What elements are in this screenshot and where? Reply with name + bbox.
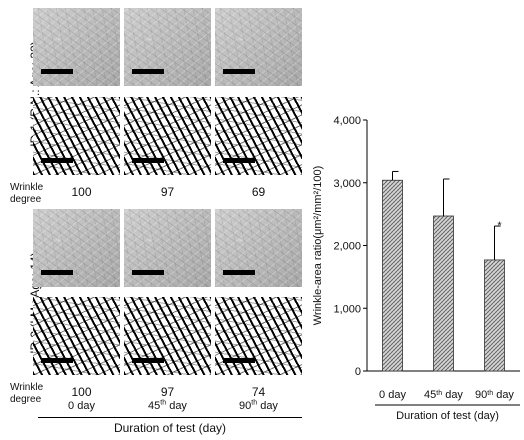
duration-title: Duration of test (day) bbox=[113, 421, 227, 435]
y-tick-label: 1,000 bbox=[333, 303, 361, 315]
wrinkle-degree-label-2: Wrinkle degree bbox=[10, 382, 44, 405]
id1-degree-45day: 97 bbox=[160, 185, 175, 199]
y-tick-label: 4,000 bbox=[333, 115, 361, 127]
scale-bar bbox=[223, 69, 255, 74]
id2-degree-90day: 74 bbox=[251, 385, 266, 399]
scale-bar bbox=[41, 158, 73, 163]
x-tick-label: 90th day bbox=[475, 389, 514, 401]
y-axis-label: Wrinkle-area ratio(μm²/mm²/100) bbox=[312, 166, 324, 326]
day-label-45: 45th day bbox=[148, 399, 187, 412]
id1-degree-0day: 100 bbox=[71, 185, 92, 199]
id2-binary-45day bbox=[124, 297, 211, 375]
day-label-90: 90th day bbox=[239, 399, 278, 412]
scale-bar bbox=[41, 270, 73, 275]
id2-binary-90day bbox=[215, 297, 302, 375]
x-tick-label: 45th day bbox=[424, 389, 463, 401]
id2-degree-45day: 97 bbox=[160, 385, 175, 399]
day-label-0: 0 day bbox=[68, 400, 95, 412]
scale-bar bbox=[223, 270, 255, 275]
id1-binary-45day bbox=[124, 97, 211, 175]
scale-bar bbox=[223, 358, 255, 363]
id2-degree-0day: 100 bbox=[71, 385, 92, 399]
scale-bar bbox=[223, 158, 255, 163]
y-tick-label: 3,000 bbox=[333, 178, 361, 190]
bar bbox=[484, 259, 505, 372]
duration-rule bbox=[38, 417, 302, 418]
y-tick-label: 2,000 bbox=[333, 241, 361, 253]
scale-bar bbox=[41, 358, 73, 363]
id1-photo-45day bbox=[124, 8, 211, 86]
y-tick-label: 0 bbox=[355, 366, 361, 378]
x-axis-label: Duration of test (day) bbox=[396, 410, 499, 422]
scale-bar bbox=[132, 69, 164, 74]
bar bbox=[382, 179, 403, 372]
id2-binary-0day bbox=[33, 297, 120, 375]
id1-photo-0day bbox=[33, 8, 120, 86]
scale-bar bbox=[41, 69, 73, 74]
scale-bar bbox=[132, 270, 164, 275]
id2-photo-0day bbox=[33, 209, 120, 287]
scale-bar bbox=[132, 358, 164, 363]
id2-photo-45day bbox=[124, 209, 211, 287]
x-tick-label: 0 day bbox=[379, 389, 406, 401]
bar bbox=[433, 215, 454, 372]
significance-mark: * bbox=[497, 220, 502, 232]
id2-photo-90day bbox=[215, 209, 302, 287]
id1-binary-90day bbox=[215, 97, 302, 175]
id1-photo-90day bbox=[215, 8, 302, 86]
wrinkle-degree-label-1: Wrinkle degree bbox=[10, 182, 44, 205]
scale-bar bbox=[132, 158, 164, 163]
id1-degree-90day: 69 bbox=[251, 185, 266, 199]
id1-binary-0day bbox=[33, 97, 120, 175]
